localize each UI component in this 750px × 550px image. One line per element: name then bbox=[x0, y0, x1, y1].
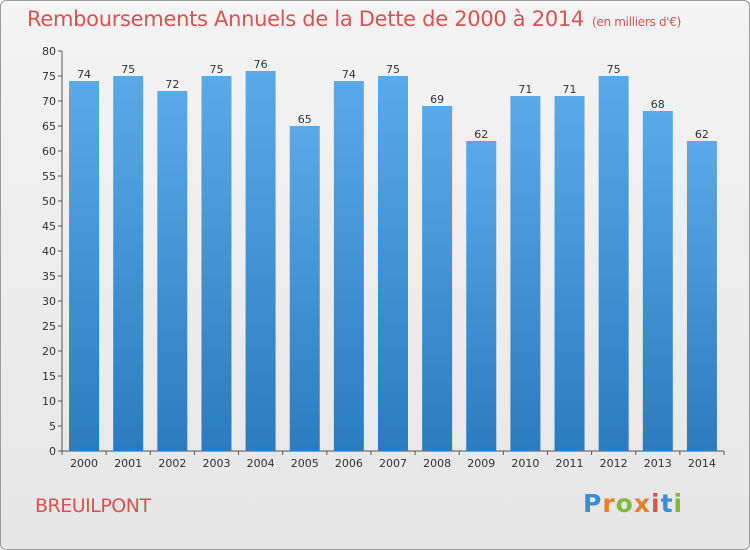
data-label: 75 bbox=[209, 63, 223, 76]
logo-letter: x bbox=[633, 489, 651, 518]
data-label: 69 bbox=[430, 93, 444, 106]
y-tick-label: 20 bbox=[42, 345, 56, 358]
x-tick-label: 2002 bbox=[158, 457, 186, 470]
x-tick-label: 2011 bbox=[556, 457, 584, 470]
y-tick-label: 15 bbox=[42, 370, 56, 383]
town-name: BREUILPONT bbox=[35, 495, 151, 517]
y-tick-label: 75 bbox=[42, 70, 56, 83]
bar bbox=[333, 81, 364, 451]
y-tick-label: 50 bbox=[42, 195, 56, 208]
y-tick-label: 70 bbox=[42, 95, 56, 108]
data-label: 74 bbox=[342, 68, 356, 81]
x-tick-label: 2005 bbox=[291, 457, 319, 470]
chart-bars bbox=[69, 71, 717, 451]
y-tick-label: 0 bbox=[49, 445, 56, 458]
x-tick-label: 2014 bbox=[688, 457, 716, 470]
data-label: 62 bbox=[474, 128, 488, 141]
bar bbox=[466, 141, 497, 451]
bar bbox=[598, 76, 629, 451]
y-tick-label: 25 bbox=[42, 320, 56, 333]
y-tick-label: 10 bbox=[42, 395, 56, 408]
x-tick-label: 2012 bbox=[600, 457, 628, 470]
bar bbox=[157, 91, 188, 451]
logo-letter: t bbox=[660, 489, 674, 518]
y-tick-label: 45 bbox=[42, 220, 56, 233]
bar bbox=[378, 76, 408, 451]
logo-letter: o bbox=[615, 489, 634, 518]
x-tick-label: 2010 bbox=[511, 457, 539, 470]
x-tick-label: 2006 bbox=[335, 457, 363, 470]
proxiti-logo: Proxiti bbox=[583, 489, 683, 518]
logo-letter: i bbox=[673, 489, 684, 518]
data-label: 71 bbox=[518, 83, 532, 96]
bar bbox=[686, 141, 717, 451]
chart-title: Remboursements Annuels de la Dette de 20… bbox=[27, 7, 681, 31]
y-tick-label: 35 bbox=[42, 270, 56, 283]
y-tick-label: 30 bbox=[42, 295, 56, 308]
x-tick-label: 2001 bbox=[114, 457, 142, 470]
title-text: Remboursements Annuels de la Dette de 20… bbox=[27, 7, 584, 31]
data-label: 75 bbox=[121, 63, 135, 76]
title-unit: (en milliers d'€) bbox=[592, 15, 682, 29]
y-tick-label: 5 bbox=[49, 420, 56, 433]
data-label: 72 bbox=[165, 78, 179, 91]
chart-data-labels: 74 75 72 75 76 65 74 75 69 62 71 71 75 68 62 bbox=[77, 58, 709, 141]
data-label: 75 bbox=[607, 63, 621, 76]
data-label: 62 bbox=[695, 128, 709, 141]
y-tick-label: 80 bbox=[42, 45, 56, 58]
bar bbox=[289, 126, 320, 451]
y-tick-label: 60 bbox=[42, 145, 56, 158]
bar bbox=[69, 81, 100, 451]
data-label: 68 bbox=[651, 98, 665, 111]
y-tick-label: 55 bbox=[42, 170, 56, 183]
bar bbox=[201, 76, 232, 451]
data-label: 76 bbox=[254, 58, 268, 71]
data-label: 74 bbox=[77, 68, 91, 81]
x-tick-label: 2004 bbox=[247, 457, 275, 470]
bar bbox=[113, 76, 144, 451]
x-tick-label: 2013 bbox=[644, 457, 672, 470]
data-label: 65 bbox=[298, 113, 312, 126]
logo-letter: r bbox=[602, 489, 616, 518]
data-label: 71 bbox=[563, 83, 577, 96]
logo-letter: i bbox=[651, 489, 661, 518]
x-tick-label: 2000 bbox=[70, 457, 98, 470]
x-tick-label: 2007 bbox=[379, 457, 407, 470]
y-tick-label: 40 bbox=[42, 245, 56, 258]
bar bbox=[422, 106, 453, 451]
bar bbox=[245, 71, 276, 451]
data-label: 75 bbox=[386, 63, 400, 76]
bar bbox=[510, 96, 541, 451]
chart-axes: 0 5 10 15 20 25 30 35 40 45 50 55 60 65 70 75 80 2000 2001… bbox=[42, 45, 725, 470]
x-tick-label: 2003 bbox=[202, 457, 230, 470]
x-tick-label: 2009 bbox=[467, 457, 495, 470]
x-tick-label: 2008 bbox=[423, 457, 451, 470]
bar bbox=[554, 96, 585, 451]
y-tick-label: 65 bbox=[42, 120, 56, 133]
bar bbox=[642, 111, 673, 451]
logo-letter: P bbox=[583, 489, 603, 518]
